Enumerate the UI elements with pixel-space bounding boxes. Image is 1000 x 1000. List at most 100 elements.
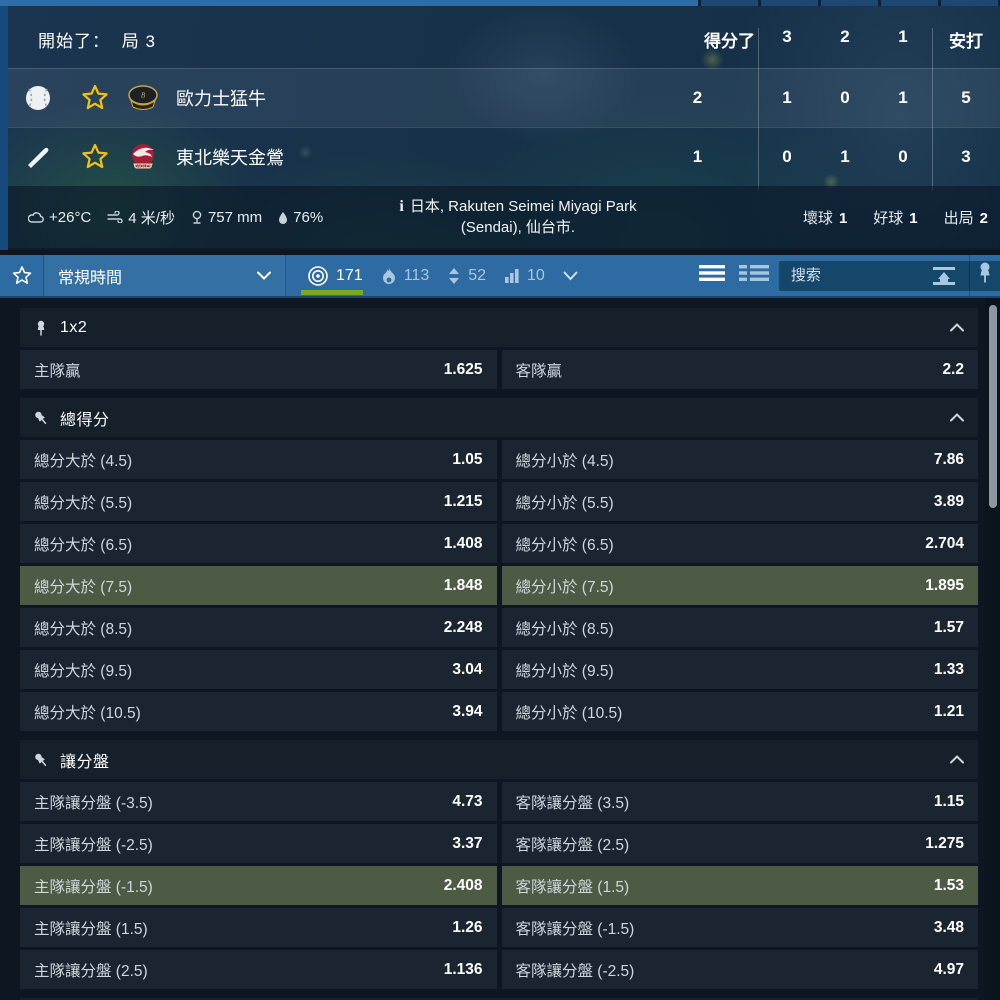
odds-cell[interactable]: 總分小於 (10.5) 1.21 (501, 692, 978, 731)
search-input[interactable] (778, 260, 1000, 291)
target-icon (308, 265, 328, 286)
scoreboard-panel: 開始了： 局 3 得分了 3 2 1 安打 B 歐力士猛牛 2 1 (0, 6, 1000, 250)
filter-tab-hot[interactable]: 113 (372, 255, 439, 296)
wind-icon (107, 211, 123, 223)
odds-cell[interactable]: 客隊讓分盤 (-2.5) 4.97 (501, 950, 978, 989)
progress-segment (821, 0, 878, 6)
odds-cell[interactable]: 客隊讓分盤 (-1.5) 3.48 (501, 908, 978, 947)
odds-cell[interactable]: 主隊讓分盤 (-3.5) 4.73 (20, 782, 497, 821)
odds-value: 1.895 (925, 576, 964, 594)
scrollbar-thumb[interactable] (989, 305, 997, 508)
outcome-label: 客隊讓分盤 (1.5) (515, 878, 630, 896)
team-row-home: B 歐力士猛牛 2 1 0 1 5 (8, 68, 1000, 127)
odds-cell[interactable]: 總分小於 (8.5) 1.57 (501, 608, 978, 647)
two-column-view-icon[interactable] (738, 264, 769, 287)
collapse-all-button[interactable] (919, 255, 970, 296)
odds-cell[interactable]: 主隊讓分盤 (2.5) 1.136 (20, 950, 497, 989)
odds-cell[interactable]: 總分小於 (5.5) 3.89 (501, 482, 978, 521)
column-header-inning3: 3 (782, 27, 792, 46)
odds-cell[interactable]: 總分小於 (9.5) 1.33 (501, 650, 978, 689)
odds-cell[interactable]: 總分小於 (4.5) 7.86 (501, 440, 978, 479)
odds-cell[interactable]: 主隊讓分盤 (1.5) 1.26 (20, 908, 497, 947)
odds-cell[interactable]: 客隊讓分盤 (2.5) 1.275 (501, 824, 978, 863)
odds-cell[interactable]: 總分大於 (10.5) 3.94 (20, 692, 497, 731)
filter-more-chevron[interactable] (554, 255, 587, 296)
odds-value: 1.848 (443, 576, 483, 594)
balls-count: 壞球 1 (802, 209, 848, 227)
outcome-label: 總分大於 (9.5) (34, 662, 133, 680)
chevron-down-icon (257, 267, 271, 285)
inning2-home: 0 (840, 88, 850, 107)
favorite-star-icon[interactable] (80, 83, 110, 113)
odds-value: 1.136 (443, 960, 483, 978)
odds-value: 1.33 (933, 660, 964, 678)
odds-cell[interactable]: 總分小於 (7.5) 1.895 (501, 566, 978, 605)
favorite-star-icon[interactable] (80, 142, 110, 172)
market-section-header[interactable]: 總得分 (20, 398, 978, 437)
odds-cell[interactable]: 總分小於 (6.5) 2.704 (501, 524, 978, 563)
balls-value: 1 (838, 209, 848, 227)
inning3-home: 1 (782, 88, 792, 107)
ball-strike-out-counts: 壞球 1 好球 1 出局 2 (803, 207, 988, 228)
outcome-label: 客隊讓分盤 (3.5) (515, 794, 630, 812)
odds-value: 3.48 (933, 918, 964, 936)
period-dropdown[interactable]: 常規時間 (44, 255, 286, 296)
barometer-icon (192, 210, 202, 224)
markets-list: 1x2 主隊贏 1.625 客隊贏 2.2 總得分 總分大於 (4.5) 1.05 總分小於 (… (0, 300, 1000, 1000)
team-logo-eagles: EAGLES (126, 140, 160, 174)
active-filter-underline (301, 290, 363, 295)
odds-value: 1.625 (443, 360, 483, 378)
inning-progress-bar (0, 0, 1000, 6)
odds-cell[interactable]: 總分大於 (4.5) 1.05 (20, 440, 497, 479)
market-section: 總得分 總分大於 (4.5) 1.05 總分小於 (4.5) 7.86 總分大於 (5.5… (20, 398, 978, 731)
chevron-up-icon (950, 413, 964, 422)
chevron-up-icon (950, 323, 964, 332)
score-away: 1 (692, 147, 703, 166)
filter-tab-stats[interactable]: 10 (495, 255, 554, 296)
temperature-item: +26°C (28, 209, 91, 226)
odds-cell[interactable]: 客隊贏 2.2 (501, 350, 978, 389)
market-row: 總分大於 (5.5) 1.215 總分小於 (5.5) 3.89 (20, 482, 978, 521)
odds-value: 3.94 (452, 702, 483, 720)
odds-value: 1.215 (443, 492, 483, 510)
market-title: 讓分盤 (60, 753, 110, 771)
odds-value: 2.248 (443, 618, 483, 636)
market-row: 總分大於 (7.5) 1.848 總分小於 (7.5) 1.895 (20, 566, 978, 605)
market-section-header[interactable]: 讓分盤 (20, 740, 978, 779)
filter-tab-all[interactable]: 171 (298, 255, 372, 296)
team-row-away: EAGLES 東北樂天金鶯 1 0 1 0 3 (8, 127, 1000, 186)
inning1-home: 1 (898, 88, 908, 107)
odds-cell[interactable]: 主隊讓分盤 (-2.5) 3.37 (20, 824, 497, 863)
odds-cell[interactable]: 主隊讓分盤 (-1.5) 2.408 (20, 866, 497, 905)
odds-cell[interactable]: 主隊贏 1.625 (20, 350, 497, 389)
outcome-label: 主隊讓分盤 (1.5) (34, 920, 148, 938)
progress-segment (941, 0, 998, 6)
pin-icon (34, 320, 50, 336)
odds-cell[interactable]: 總分大於 (7.5) 1.848 (20, 566, 497, 605)
market-row: 總分大於 (6.5) 1.408 總分小於 (6.5) 2.704 (20, 524, 978, 563)
outs-count: 出局 2 (943, 209, 988, 227)
filter-tab-overunder[interactable]: 52 (438, 255, 495, 296)
favorites-filter-button[interactable] (0, 255, 44, 296)
odds-cell[interactable]: 客隊讓分盤 (1.5) 1.53 (501, 866, 978, 905)
odds-cell[interactable]: 總分大於 (9.5) 3.04 (20, 650, 497, 689)
wind-item: 4 米/秒 (107, 207, 175, 228)
outcome-label: 總分小於 (8.5) (515, 620, 614, 638)
svg-text:B: B (141, 92, 146, 100)
odds-cell[interactable]: 總分大於 (6.5) 1.408 (20, 524, 497, 563)
stats-icon (505, 268, 519, 283)
venue-line1: i 日本, Rakuten Seimei Miyagi Park (399, 198, 637, 215)
odds-cell[interactable]: 客隊讓分盤 (3.5) 1.15 (501, 782, 978, 821)
pin-panel-button[interactable] (970, 262, 1000, 289)
star-outline-icon (12, 265, 31, 284)
odds-cell[interactable]: 總分大於 (8.5) 2.248 (20, 608, 497, 647)
single-column-view-icon[interactable] (698, 264, 725, 287)
odds-cell[interactable]: 總分大於 (5.5) 1.215 (20, 482, 497, 521)
market-section-header[interactable]: 1x2 (20, 308, 978, 347)
market-row: 主隊讓分盤 (-2.5) 3.37 客隊讓分盤 (2.5) 1.275 (20, 824, 978, 863)
market-title: 1x2 (60, 318, 88, 336)
filter-count: 171 (336, 266, 363, 284)
outcome-label: 客隊讓分盤 (-1.5) (515, 920, 635, 938)
inning2-away: 1 (840, 147, 850, 166)
inning3-away: 0 (782, 147, 792, 166)
